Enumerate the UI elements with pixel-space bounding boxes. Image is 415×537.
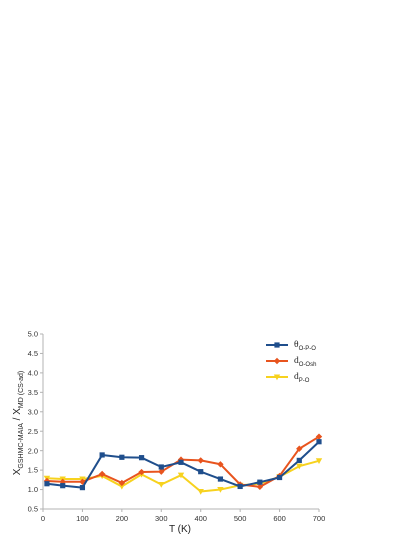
data-point [296, 445, 303, 452]
y-tick-label: 3.0 [28, 407, 38, 416]
data-point [296, 457, 302, 463]
y-axis-title-sub-2: MD (CS-ad) [18, 371, 25, 408]
y-tick-label: 5.0 [28, 330, 38, 339]
legend-item-1: θO-P-O [266, 340, 316, 352]
tick-labels: 0.5 1.0 1.5 2.0 2.5 3.0 3.5 4.0 4.5 5.0 0 100 200 300… [28, 330, 326, 523]
data-point [197, 488, 204, 495]
legend-swatch-marker [273, 374, 281, 381]
y-axis-title-sub-1: GSHMC-MAIA [18, 423, 25, 469]
y-axis-title-part-2: / X [12, 408, 23, 423]
data-point [118, 479, 126, 487]
data-point [60, 483, 66, 489]
series-1 [44, 439, 322, 491]
x-tick-label: 200 [116, 514, 129, 523]
legend-swatch-marker [273, 357, 281, 365]
y-tick-label: 2.5 [28, 427, 38, 436]
data-point [44, 481, 50, 487]
data-point [119, 454, 125, 460]
x-tick-label: 300 [155, 514, 168, 523]
data-point [217, 486, 224, 493]
data-point [118, 483, 126, 490]
legend-swatch-marker [274, 342, 280, 348]
y-tick-label: 3.5 [28, 388, 38, 397]
y-tick-label: 4.5 [28, 349, 38, 358]
data-point [158, 464, 164, 470]
legend-label-sub: O-P-O [299, 346, 317, 352]
data-point [197, 457, 204, 464]
data-point [198, 469, 204, 475]
data-point [256, 483, 264, 491]
legend-label-sub: P-O [299, 378, 310, 384]
x-tick-label: 700 [313, 514, 326, 523]
x-tick-label: 400 [194, 514, 207, 523]
y-axis-title-part-1: X [12, 468, 23, 475]
data-point [315, 458, 323, 464]
y-axis-title: XGSHMC-MAIA / XMD (CS-ad) [12, 371, 25, 476]
data-point [138, 455, 145, 461]
y-tick-label: 1.5 [28, 466, 38, 475]
data-point [217, 476, 224, 482]
legend-label-main: d [294, 356, 299, 366]
legend-label: dO-Osh [294, 356, 316, 368]
data-point [98, 470, 106, 478]
x-tick-label: 500 [234, 514, 247, 523]
plot-area [43, 433, 323, 495]
data-point [158, 481, 165, 488]
y-tick-label: 2.0 [28, 446, 38, 455]
y-tick-label: 4.0 [28, 368, 38, 377]
data-point [178, 459, 184, 465]
data-point [296, 463, 303, 470]
x-axis-title: T (K) [169, 524, 191, 535]
y-tick-label: 0.5 [28, 505, 38, 514]
data-point [316, 439, 322, 445]
data-point [257, 479, 263, 485]
data-point [177, 472, 185, 479]
legend-label-main: θ [294, 340, 299, 350]
axes [40, 333, 320, 512]
legend-label-main: d [294, 372, 299, 382]
x-tick-label: 0 [41, 514, 45, 523]
y-tick-label: 1.0 [28, 485, 38, 494]
legend-label-sub: O-Osh [299, 362, 317, 368]
x-tick-label: 600 [273, 514, 286, 523]
legend-item-3: dP-O [266, 372, 310, 384]
data-point [237, 483, 243, 490]
legend-label: dP-O [294, 372, 310, 384]
data-point [276, 474, 283, 481]
data-point [138, 468, 145, 476]
data-point [217, 461, 224, 468]
data-point [315, 433, 323, 440]
data-point [99, 452, 105, 458]
legend-item-2: dO-Osh [266, 356, 316, 368]
x-tick-label: 100 [76, 514, 89, 523]
legend-label: θO-P-O [294, 340, 316, 352]
data-point [158, 468, 165, 475]
data-point [79, 485, 86, 491]
